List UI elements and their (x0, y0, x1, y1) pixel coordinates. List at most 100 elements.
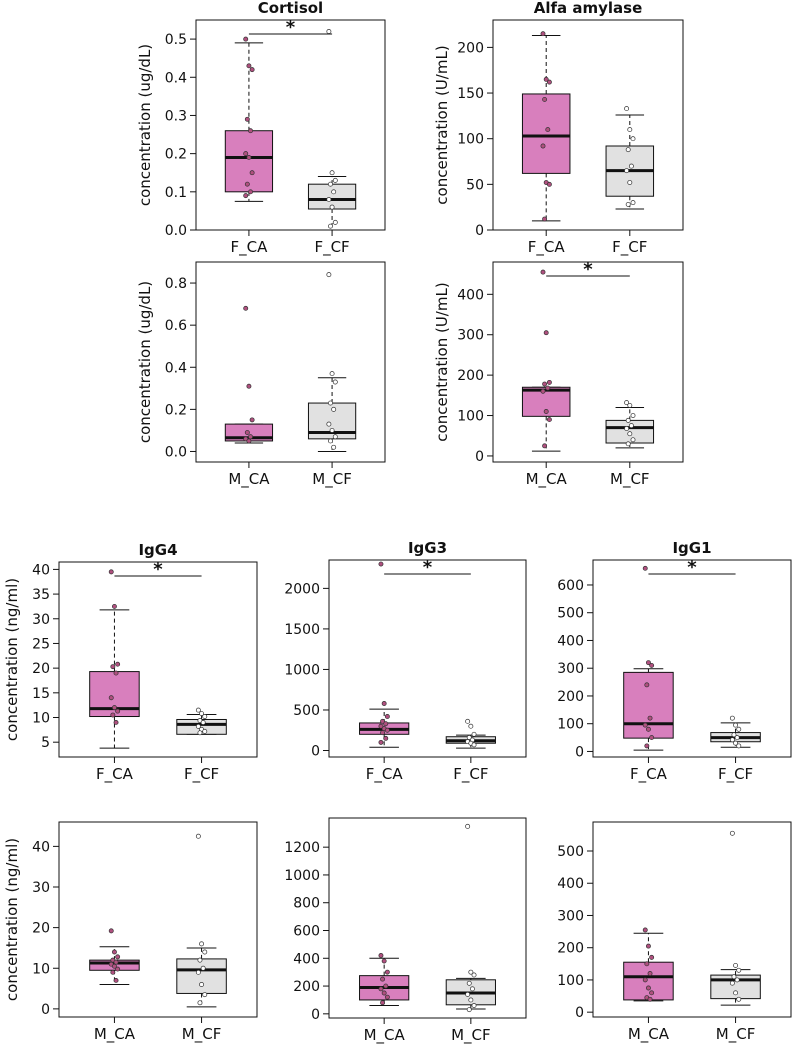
data-point (736, 726, 742, 732)
y-tick-label: 1000 (284, 662, 320, 678)
x-category-label: M_CA (364, 1026, 406, 1045)
data-point (642, 722, 648, 728)
y-tick-label: 200 (557, 689, 584, 705)
data-point (378, 723, 384, 729)
x-category-label: F_CA (96, 765, 134, 784)
data-point (332, 219, 338, 225)
iqr-box (521, 93, 571, 174)
data-point (466, 980, 472, 986)
data-point (466, 1007, 472, 1013)
data-point (108, 928, 114, 934)
data-point (248, 434, 253, 440)
box-F_CA (224, 36, 274, 202)
data-point (465, 718, 471, 724)
data-point (628, 163, 634, 169)
plot-frame (58, 561, 258, 758)
plot-frame (195, 261, 386, 463)
x-category-label: M_CA (526, 470, 568, 489)
data-point (642, 977, 648, 983)
y-tick-label: 0.6 (165, 318, 187, 334)
data-point (329, 204, 335, 210)
data-point (545, 127, 551, 133)
data-point (465, 991, 471, 997)
data-point (649, 662, 655, 668)
panel-cortisol_f: Cortisol 0.0 0.1 0.2 0.3 0.4 0.5 concentration … (136, 0, 386, 257)
data-point (729, 715, 735, 721)
y-tick-label: 0.4 (165, 360, 187, 376)
data-point (729, 830, 735, 836)
data-point (383, 983, 389, 989)
y-tick-label: 1000 (284, 868, 320, 884)
data-point (381, 701, 387, 706)
panel-amylase_m: 0 100 200 300 400 concentration (U/mL) M_CA M_C… (433, 259, 684, 489)
data-point (378, 739, 384, 745)
data-point (624, 426, 630, 431)
data-point (624, 400, 630, 406)
data-point (645, 660, 651, 666)
data-point (543, 76, 549, 82)
y-axis-label: concentration (U/mL) (433, 282, 451, 441)
data-point (332, 177, 338, 183)
x-category-label: M_CA (228, 470, 270, 489)
data-point (381, 990, 387, 996)
y-tick-label: 15 (32, 686, 50, 702)
box-M_CF (710, 830, 761, 1006)
data-point (733, 990, 739, 996)
data-point (244, 430, 250, 435)
data-point (328, 181, 333, 187)
y-tick-label: 150 (457, 86, 484, 102)
data-point (384, 994, 390, 1000)
data-point (542, 216, 548, 222)
panel-igg3_m: 0 200 400 600 800 1000 1200 M_CA M_CF (284, 817, 527, 1045)
box-F_CA (623, 565, 674, 751)
data-point (199, 711, 205, 717)
data-point (329, 371, 335, 377)
data-point (731, 974, 737, 980)
y-tick-label: 0.5 (165, 32, 187, 48)
data-point (113, 977, 119, 983)
significance-marker: * (286, 17, 296, 38)
data-point (378, 953, 384, 958)
iqr-box (176, 958, 227, 994)
y-tick-label: 1500 (284, 622, 320, 638)
plot-frame (328, 559, 527, 758)
y-tick-label: 400 (557, 633, 584, 649)
data-point (380, 1000, 386, 1006)
data-point (380, 730, 386, 736)
data-point (647, 971, 653, 976)
plot-frame (492, 19, 684, 231)
data-point (468, 969, 474, 975)
x-category-label: F_CF (718, 765, 753, 784)
plot-frame (492, 261, 684, 463)
data-point (248, 128, 253, 134)
significance-marker: * (153, 559, 163, 580)
y-tick-label: 0.0 (165, 444, 187, 460)
data-point (115, 708, 121, 714)
plot-frame (58, 821, 258, 1018)
data-point (627, 402, 633, 408)
panel-cortisol_m: 0.0 0.2 0.4 0.6 0.8 concentration (ug/dL) M_CA… (136, 261, 386, 489)
data-point (115, 661, 121, 667)
data-point (202, 992, 208, 998)
y-tick-label: 1200 (284, 840, 320, 856)
data-point (733, 962, 739, 968)
data-point (736, 967, 742, 973)
x-category-label: F_CF (612, 238, 647, 257)
y-tick-label: 100 (457, 409, 484, 425)
chart-title: IgG4 (138, 541, 177, 559)
y-tick-label: 400 (457, 287, 484, 303)
plot-frame (592, 821, 792, 1018)
data-point (645, 726, 651, 732)
x-category-label: F_CA (230, 238, 268, 257)
data-point (644, 682, 650, 688)
data-point (384, 727, 390, 733)
box-M_CF (605, 400, 655, 449)
data-point (625, 441, 631, 447)
chart-title: Cortisol (258, 0, 323, 17)
y-tick-label: 5 (41, 735, 50, 751)
y-tick-label: 400 (557, 876, 584, 892)
box-M_CA (224, 305, 274, 444)
y-tick-label: 100 (457, 132, 484, 148)
data-point (332, 379, 338, 385)
data-point (543, 330, 549, 336)
